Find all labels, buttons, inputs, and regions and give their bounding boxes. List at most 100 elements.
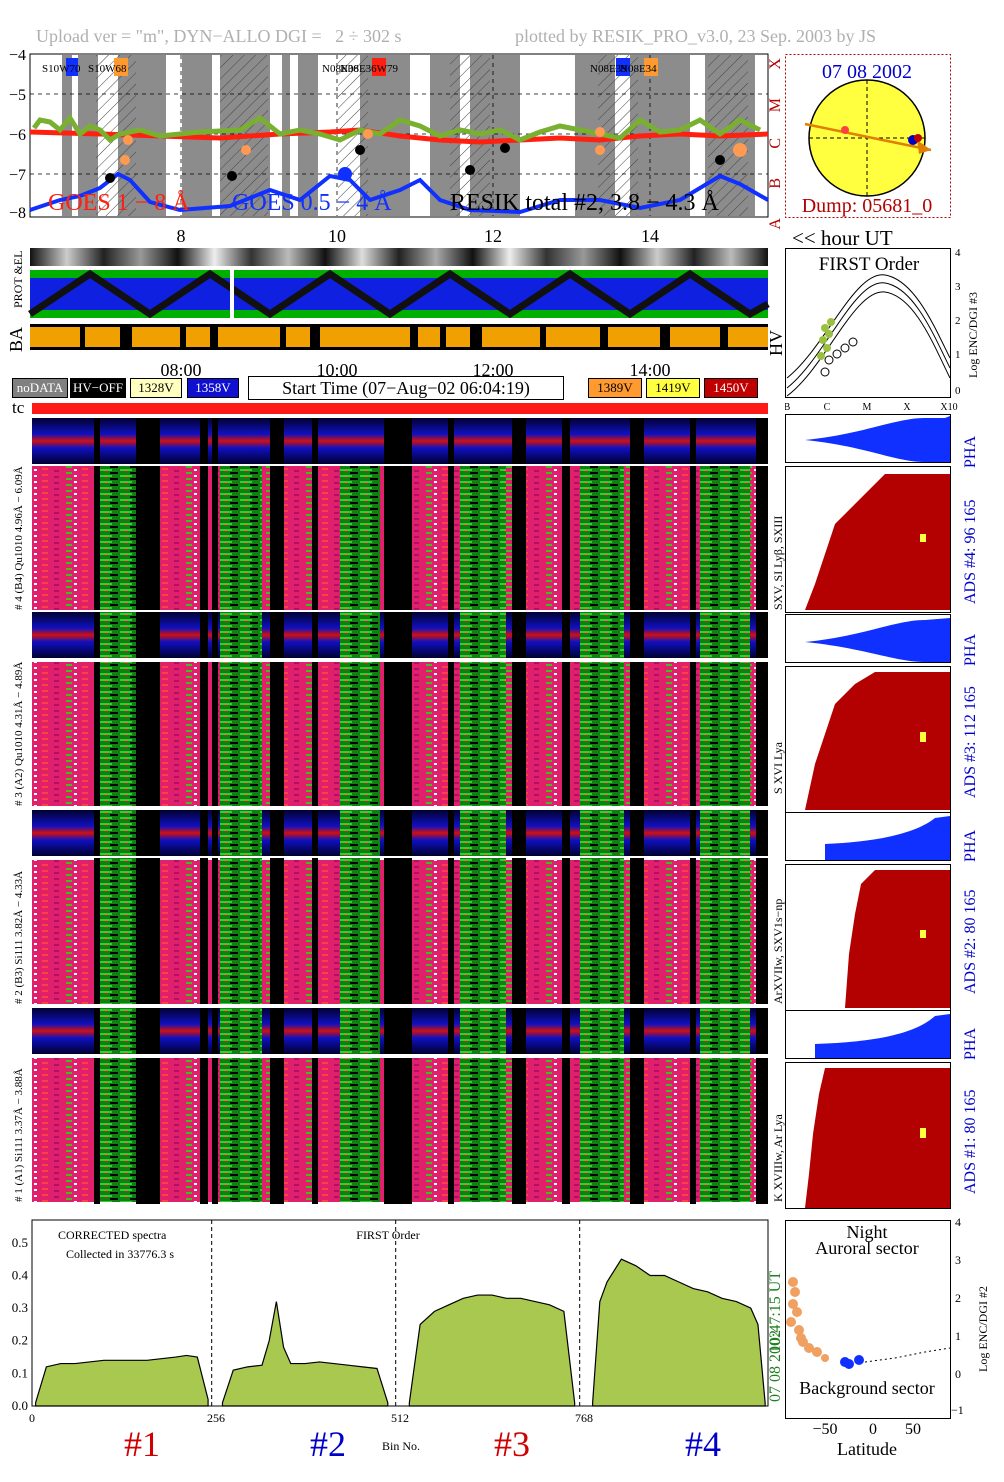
lat-xlabel: Latitude [837,1439,897,1459]
region-label: N08E39 [590,63,627,75]
region-label: S10W70 [42,63,81,75]
spectrum-subtitle: Collected in 33776.3 s [66,1247,174,1261]
spectrum-ytick: 0.4 [12,1267,29,1282]
legend-hvoff: HV−OFF [70,378,126,398]
region-label: N08E36 [322,63,359,75]
lat-ytick: 3 [955,1253,961,1267]
fo-ytick: 4 [955,248,961,259]
detector-1-label: # 1 (A1) Si111 3.37Å − 3.88Å [13,1068,25,1202]
legend-nodata: noDATA [12,378,68,398]
fo-xtick: X [903,402,911,413]
orbit-time-tick: 10:00 [316,360,357,380]
spectrum-xtick: 256 [207,1411,225,1425]
spectrum-ytick: 0.1 [12,1365,28,1380]
latitude-panel: Night Auroral sector Background sector −… [785,1212,1004,1477]
lat-ylabel: Log ENC/DGI #2 [976,1286,990,1372]
lat-xtick: −50 [812,1421,837,1438]
fo-xtick: X10 [940,402,957,413]
ba-strip [30,324,768,350]
lat-ytick: 4 [955,1215,961,1229]
legend-1328v: 1328V [130,378,182,398]
spectrum-series-2 [221,1301,389,1407]
fo-xtick: M [863,402,872,413]
lat-xtick: 0 [869,1421,877,1438]
spectrum-side-time: 10:47:15 UT [767,1271,784,1353]
fo-ytick: 1 [955,349,961,361]
tc-strip [32,403,768,414]
legend-1450v: 1450V [704,378,758,398]
goes-1-8-line [29,127,769,145]
lat-title-auroral: Auroral sector [815,1238,918,1258]
spectrum-series-3 [408,1294,576,1407]
spectrum-xtick: 0 [29,1411,35,1425]
hour-ut-label: << hour UT [792,226,893,250]
pha-1-label: PHA [962,1028,979,1060]
spectrum-ytick: 0.0 [12,1398,28,1413]
resik-total-line [32,113,762,144]
detector-4-label: # 4 (B4) Qu1010 4.96Å − 6.09Å [13,466,25,610]
lat-ytick: −1 [951,1403,964,1417]
legend-goes-05-4: GOES 0.5 − 4 Å [232,190,392,216]
lat-ytick: 2 [955,1291,961,1305]
crystal-label-2: #2 [310,1424,346,1464]
lat-title-night: Night [846,1222,887,1242]
goes-panel: −4 −5 −6 −7 −8 X M C B A S10W70 S10W68 N… [0,47,785,280]
header-right: plotted by RESIK_PRO_v3.0, 23 Sep. 2003 … [515,26,877,46]
legend-1419v: 1419V [646,378,700,398]
spectrum-ytick: 0.5 [12,1235,28,1250]
hour-tick: 8 [177,226,186,246]
legend-1358v: 1358V [187,378,239,398]
crystal-label-3: #3 [494,1424,530,1464]
detector-2-lines: ArXVIIw, SXV1s−np [771,899,785,1004]
start-time-box: Start Time (07−Aug−02 06:04:19) [248,376,564,400]
region-label: N08E36W79 [340,63,399,75]
crystal-label-4: #4 [685,1424,721,1464]
sun-panel: 07 08 2002 Dump: 05681_0 [785,54,951,218]
goes-ytick: −4 [9,50,26,64]
detector-3-lines: S XVI Lya [771,741,785,794]
goes-ytick: −5 [9,87,26,104]
spectrum-series-4 [592,1258,766,1407]
ads-3-label: ADS #3: 112 165 [962,686,979,798]
region-label: N08E34 [620,63,657,75]
lat-ytick: 0 [955,1367,961,1381]
spectrum-side-date: 07 08 2002 [767,1330,784,1402]
ads-panel: PHA ADS #4: 96 165 PHA ADS #3: 112 165 P… [785,414,1004,1209]
class-letter-b: B [767,178,784,189]
flare-markers [105,127,747,183]
fo-xtick: B [785,402,791,413]
spectrum-xtick: 512 [391,1411,409,1425]
pha-2-label: PHA [962,830,979,862]
spectrum-order: FIRST Order [356,1228,419,1242]
class-letter-a: A [767,218,784,230]
first-order-panel: FIRST Order Log ENC/DGI #3 4 3 2 1 0 B C… [784,247,1004,414]
class-letter-c: C [767,138,784,149]
lat-ytick: 1 [955,1329,961,1343]
class-letter-x: X [767,58,784,70]
goes-ytick: −7 [9,167,26,184]
first-order-title: FIRST Order [819,254,920,275]
goes-ytick: −8 [9,205,26,222]
ads-1-label: ADS #1: 80 165 [962,1090,979,1194]
region-label: S10W68 [88,63,127,75]
tc-label: tc [12,398,25,417]
hour-tick: 12 [484,226,502,246]
fo-ytick: 2 [955,315,961,327]
el-strip [30,248,768,266]
hv-label: HV [766,330,785,356]
fo-ytick: 3 [955,281,961,293]
orbit-time-tick: 08:00 [160,360,201,380]
sun-dump: Dump: 05681_0 [802,195,933,217]
orbit-time-tick: 12:00 [472,360,513,380]
hour-tick: 10 [328,226,346,246]
spectrum-title: CORRECTED spectra [58,1228,167,1242]
class-letter-m: M [767,98,784,112]
prot-label: PROT &EL [11,251,25,308]
spectrogram-area: # 4 (B4) Qu1010 4.96Å − 6.09Å # 3 (A2) Q… [0,414,785,1209]
first-order-ylabel: Log ENC/DGI #3 [966,292,980,378]
header-left: Upload ver = "m", DYN−ALLO DGI = 2 ÷ 302… [36,26,402,46]
ads-2-label: ADS #2: 80 165 [962,890,979,994]
pha-3-label: PHA [962,634,979,666]
spectrum-ytick: 0.2 [12,1333,28,1348]
detector-4-lines: SXV, SI Lyβ, SXIII [771,516,785,610]
